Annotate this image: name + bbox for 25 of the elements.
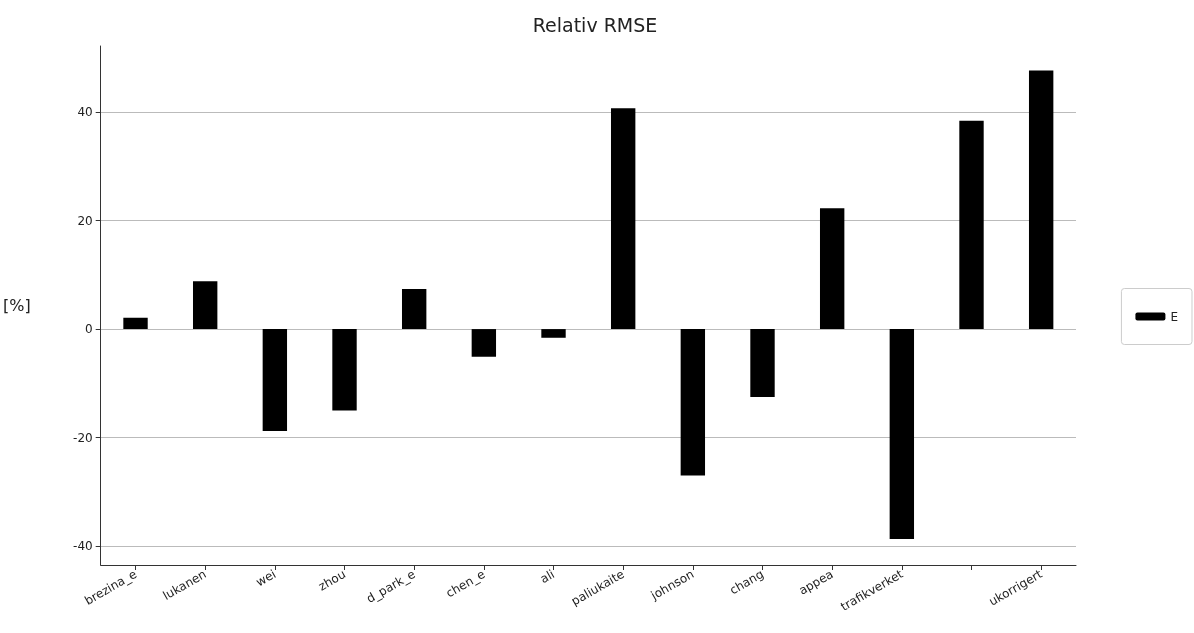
bar <box>750 329 775 397</box>
bar <box>959 120 984 330</box>
x-tick-label: zhou <box>316 566 349 594</box>
legend-label: E <box>1170 309 1179 324</box>
bar <box>889 329 915 539</box>
bar <box>819 208 845 330</box>
y-tick-label: 40 <box>77 105 93 120</box>
bar <box>610 108 636 330</box>
y-tick-label: 0 <box>85 322 93 337</box>
chart-title: Relativ RMSE <box>532 13 658 36</box>
y-axis-title: [%] <box>3 296 31 315</box>
bar <box>1028 70 1054 330</box>
y-tick-label: -20 <box>73 430 93 445</box>
x-tick-label: ali <box>537 566 558 587</box>
bar <box>332 329 357 411</box>
bar <box>262 329 288 432</box>
bar <box>471 329 497 357</box>
y-tick-label: -40 <box>73 539 93 554</box>
y-tick-label: 20 <box>77 213 93 228</box>
bar <box>123 317 148 330</box>
bar <box>541 329 566 338</box>
bar <box>192 281 218 330</box>
bar <box>680 329 706 476</box>
x-tick-label: wei <box>253 566 279 590</box>
bar <box>401 288 427 330</box>
